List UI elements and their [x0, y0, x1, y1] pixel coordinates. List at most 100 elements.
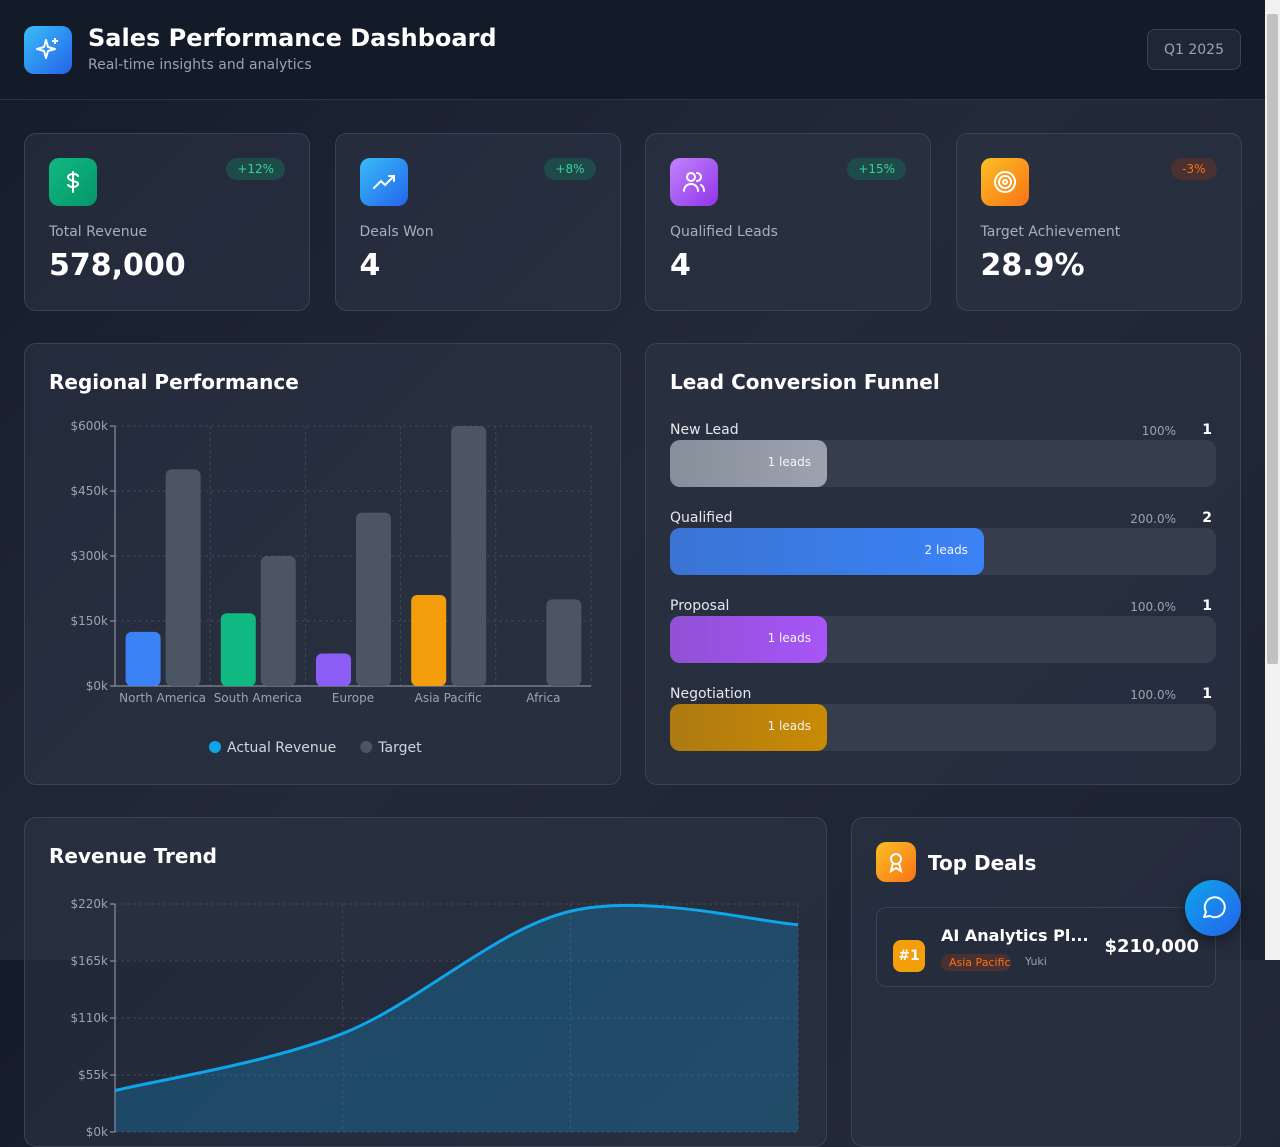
- stage-bar-label: 1 leads: [767, 631, 811, 645]
- stage-bar-label: 1 leads: [767, 719, 811, 733]
- kpi-icon: [980, 158, 1029, 206]
- x-tick-label: North America: [119, 691, 206, 705]
- panel-title: Lead Conversion Funnel: [670, 370, 940, 394]
- stage-percent: 100.0%: [1130, 688, 1176, 702]
- stage-track: 2 leads: [670, 528, 1216, 575]
- y-tick-label: $165k: [71, 954, 109, 968]
- bar: [220, 613, 256, 686]
- regional-panel: Regional Performance $0k $150k $300k $450k $…: [24, 343, 621, 785]
- y-tick-label: $0k: [86, 1125, 108, 1139]
- period-button[interactable]: Q1 2025: [1147, 29, 1241, 70]
- kpi-value: 4: [359, 248, 381, 283]
- y-tick-label: $110k: [71, 1011, 109, 1025]
- kpi-change: +12%: [226, 158, 285, 180]
- kpi-label: Deals Won: [359, 224, 434, 240]
- subtitle: Real-time insights and analytics: [88, 57, 312, 73]
- stage-track: 1 leads: [670, 616, 1216, 663]
- funnel-stage: Negotiation 100.0% 1 1 leads: [670, 686, 1216, 774]
- y-tick-label: $220k: [71, 897, 109, 911]
- y-tick-label: $450k: [71, 484, 109, 498]
- chat-button[interactable]: [1185, 880, 1241, 936]
- kpi-change: +8%: [544, 158, 596, 180]
- glyph: [372, 175, 395, 189]
- award-icon: [876, 842, 916, 882]
- deals-panel: Top Deals #1 AI Analytics Pl... $210,000 As…: [851, 817, 1241, 1147]
- glyph: [993, 171, 1016, 193]
- kpi-value: 4: [670, 248, 691, 283]
- stage-bar: 1 leads: [670, 616, 827, 663]
- stage-count: 1: [1202, 422, 1212, 438]
- stage-track: 1 leads: [670, 440, 1216, 487]
- bar: [165, 469, 201, 686]
- legend-label: Actual Revenue: [227, 740, 336, 756]
- x-tick-label: South America: [214, 691, 302, 705]
- chat-icon: [1203, 896, 1226, 919]
- panel-title: Revenue Trend: [49, 844, 217, 868]
- funnel-stage: Proposal 100.0% 1 1 leads: [670, 598, 1216, 686]
- stage-count: 1: [1202, 598, 1212, 614]
- glyph: [683, 171, 705, 192]
- header: Sales Performance Dashboard Real-time in…: [0, 0, 1265, 100]
- kpi-glyph: [683, 171, 705, 192]
- kpi-icon: [359, 158, 408, 206]
- area: [115, 905, 798, 1132]
- kpi-label: Total Revenue: [49, 224, 148, 240]
- kpi-change: +15%: [847, 158, 906, 180]
- kpi-card: +8% Deals Won 4: [334, 133, 621, 311]
- trend-panel: Revenue Trend $0k $55k $110k $165k $220k: [24, 817, 827, 1147]
- bar: [411, 595, 447, 686]
- funnel-stage: New Lead 100% 1 1 leads: [670, 422, 1216, 510]
- regional-chart: $0k $150k $300k $450k $600k North America Sout…: [71, 419, 592, 756]
- logo-icon: [36, 38, 58, 59]
- stage-name: Negotiation: [670, 686, 752, 702]
- stage-percent: 100.0%: [1130, 600, 1176, 614]
- kpi-value: 28.9%: [980, 248, 1085, 283]
- legend-swatch: [360, 741, 373, 753]
- deal-owner: Yuki: [1025, 955, 1047, 968]
- logo: [24, 26, 72, 74]
- y-tick-label: $0k: [86, 679, 108, 693]
- kpi-card: +12% Total Revenue 578,000: [24, 133, 310, 311]
- kpi-glyph: [66, 171, 80, 193]
- kpi-label: Qualified Leads: [670, 224, 778, 240]
- bar: [260, 556, 296, 686]
- x-tick-label: Europe: [332, 691, 374, 705]
- panel-title: Regional Performance: [49, 370, 299, 394]
- stage-name: Qualified: [670, 510, 733, 526]
- stage-percent: 200.0%: [1130, 512, 1176, 526]
- kpi-label: Target Achievement: [980, 224, 1121, 240]
- legend-swatch: [209, 741, 221, 753]
- stage-name: Proposal: [670, 598, 730, 614]
- deal-region: Asia Pacific: [941, 954, 1011, 971]
- x-tick-label: Africa: [526, 691, 560, 705]
- bar: [125, 631, 161, 686]
- scrollbar-thumb[interactable]: [1267, 14, 1278, 664]
- bar: [451, 426, 487, 686]
- stage-bar-label: 2 leads: [924, 543, 968, 557]
- panel-title: Top Deals: [928, 851, 1037, 875]
- y-tick-label: $150k: [71, 614, 109, 628]
- title: Sales Performance Dashboard: [88, 24, 497, 52]
- stage-bar: 1 leads: [670, 440, 827, 487]
- deal-row: #1 AI Analytics Pl... $210,000 Asia Pacific…: [876, 907, 1216, 987]
- kpi-card: -3% Target Achievement 28.9%: [955, 133, 1242, 311]
- stage-bar-label: 1 leads: [767, 455, 811, 469]
- stage-percent: 100%: [1141, 424, 1176, 438]
- x-tick-label: Asia Pacific: [415, 691, 482, 705]
- bar: [546, 599, 582, 686]
- stage-bar: 1 leads: [670, 704, 827, 751]
- bar: [316, 653, 351, 686]
- y-tick-label: $600k: [71, 419, 109, 433]
- stage-count: 1: [1202, 686, 1212, 702]
- kpi-icon: [49, 158, 97, 206]
- kpi-change: -3%: [1171, 158, 1217, 180]
- deal-name: AI Analytics Pl...: [941, 926, 1089, 945]
- kpi-icon: [670, 158, 718, 206]
- legend-label: Target: [377, 740, 422, 756]
- kpi-glyph: [993, 171, 1016, 193]
- funnel-stage: Qualified 200.0% 2 2 leads: [670, 510, 1216, 598]
- award-glyph: [889, 853, 903, 874]
- stage-bar: 2 leads: [670, 528, 984, 575]
- stage-name: New Lead: [670, 422, 739, 438]
